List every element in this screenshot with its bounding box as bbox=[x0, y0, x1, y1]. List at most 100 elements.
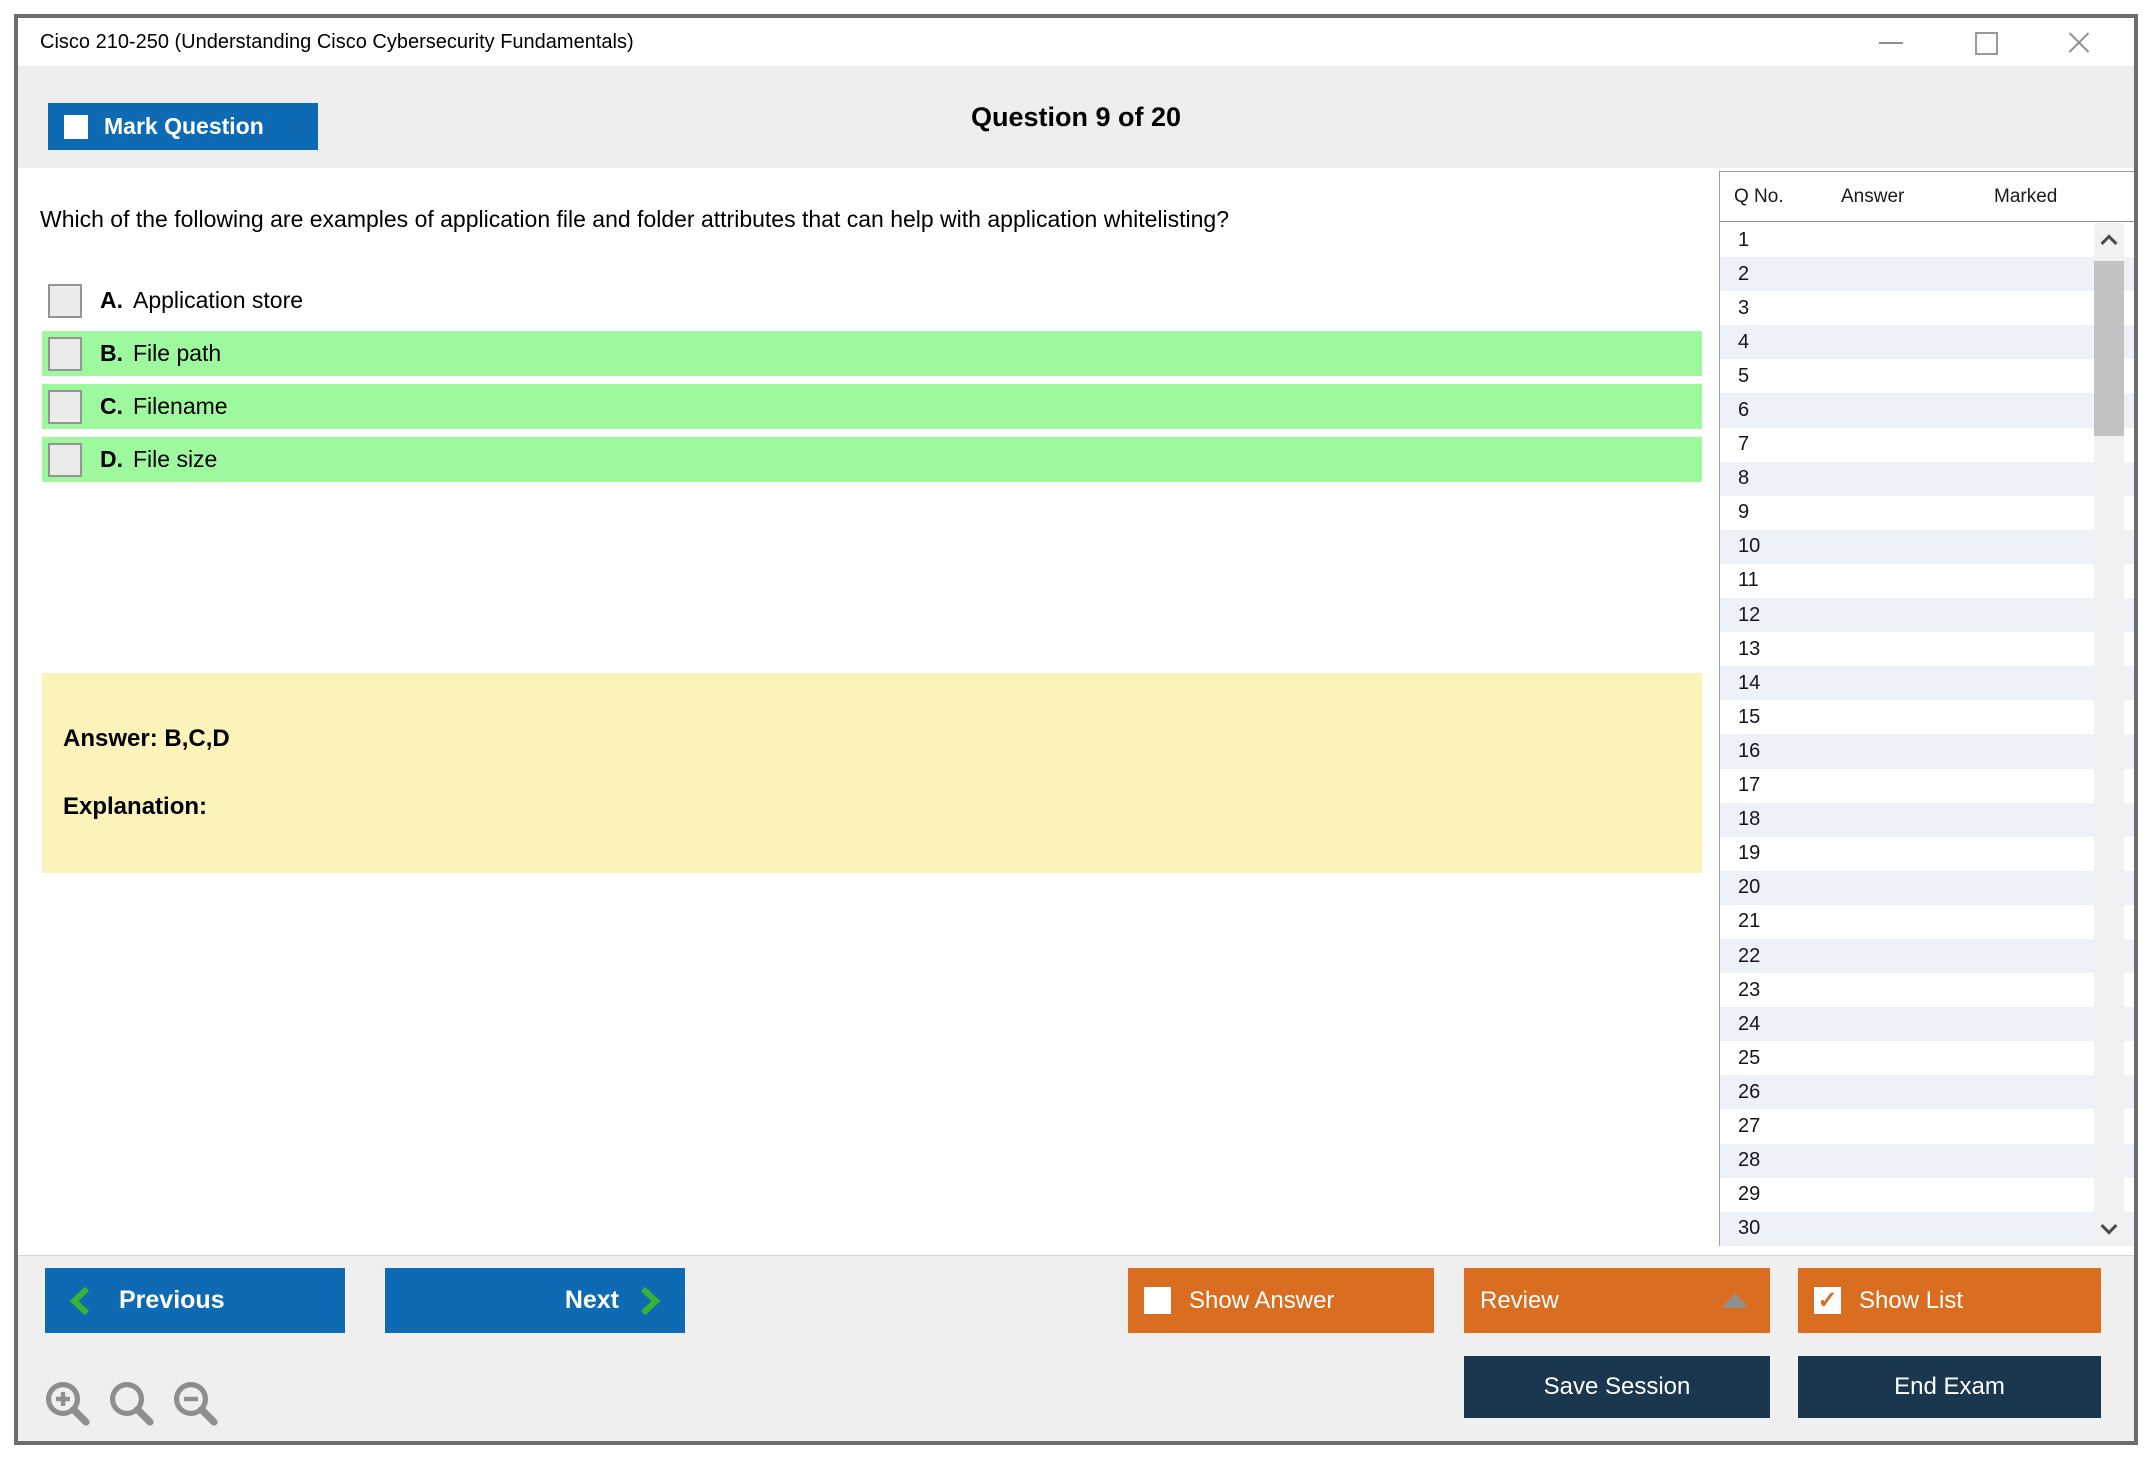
question-list-row[interactable]: 4 bbox=[1720, 325, 2134, 360]
app-window: Cisco 210-250 (Understanding Cisco Cyber… bbox=[14, 14, 2138, 1445]
show-list-label: Show List bbox=[1859, 1286, 1964, 1314]
question-list-row[interactable]: 30 bbox=[1720, 1211, 2134, 1246]
question-list-row[interactable]: 1 bbox=[1720, 223, 2134, 258]
zoom-reset-icon[interactable] bbox=[106, 1378, 158, 1430]
question-number: 18 bbox=[1738, 808, 1761, 831]
maximize-icon[interactable] bbox=[1970, 27, 2000, 57]
answer-label: Answer: B,C,D bbox=[63, 725, 230, 752]
chevron-left-icon bbox=[69, 1286, 90, 1315]
collapse-triangle-icon[interactable] bbox=[1722, 1293, 1748, 1308]
question-number: 12 bbox=[1738, 603, 1761, 626]
next-button[interactable]: Next bbox=[385, 1268, 685, 1333]
title-bar: Cisco 210-250 (Understanding Cisco Cyber… bbox=[18, 18, 2134, 66]
question-number: 10 bbox=[1738, 535, 1761, 558]
question-number: 9 bbox=[1738, 501, 1750, 524]
footer-bar: Previous Next Show Answer Review ✓ Show … bbox=[18, 1255, 2134, 1441]
scrollbar-thumb[interactable] bbox=[2094, 261, 2124, 436]
question-number: 15 bbox=[1738, 705, 1761, 728]
question-list-row[interactable]: 28 bbox=[1720, 1143, 2134, 1178]
option-text: File path bbox=[133, 340, 222, 366]
option-text: Filename bbox=[133, 393, 228, 419]
zoom-in-icon[interactable] bbox=[42, 1378, 94, 1430]
question-number: 23 bbox=[1738, 978, 1761, 1001]
end-exam-button[interactable]: End Exam bbox=[1798, 1356, 2101, 1418]
question-number: 17 bbox=[1738, 774, 1761, 797]
show-list-checkbox-icon[interactable]: ✓ bbox=[1814, 1287, 1841, 1314]
zoom-controls bbox=[42, 1378, 222, 1430]
question-number: 21 bbox=[1738, 910, 1761, 933]
question-number: 28 bbox=[1738, 1149, 1761, 1172]
question-counter: Question 9 of 20 bbox=[970, 101, 1182, 132]
question-list-row[interactable]: 11 bbox=[1720, 563, 2134, 599]
option-letter: D. bbox=[100, 446, 123, 472]
save-session-label: Save Session bbox=[1543, 1373, 1691, 1400]
scroll-up-icon[interactable] bbox=[2094, 223, 2124, 257]
question-list-row[interactable]: 15 bbox=[1720, 700, 2134, 735]
question-text: Which of the following are examples of a… bbox=[40, 206, 1230, 232]
option-row-c[interactable]: C. Filename bbox=[42, 384, 1702, 429]
zoom-out-icon[interactable] bbox=[170, 1378, 222, 1430]
window-controls bbox=[1876, 18, 2094, 66]
option-checkbox[interactable] bbox=[48, 336, 82, 371]
question-list-row[interactable]: 20 bbox=[1720, 870, 2134, 905]
question-list-row[interactable]: 2 bbox=[1720, 257, 2134, 292]
header-bar: Question 9 of 20 Mark Question bbox=[18, 66, 2134, 168]
question-number: 5 bbox=[1738, 364, 1750, 387]
mark-question-checkbox-icon[interactable] bbox=[64, 114, 88, 139]
answer-panel: Answer: B,C,D Explanation: bbox=[42, 673, 1702, 873]
option-row-d[interactable]: D. File size bbox=[42, 437, 1702, 482]
question-list-row[interactable]: 26 bbox=[1720, 1075, 2134, 1110]
show-answer-checkbox-icon[interactable] bbox=[1144, 1287, 1171, 1314]
question-list-row[interactable]: 19 bbox=[1720, 836, 2134, 871]
show-answer-label: Show Answer bbox=[1189, 1286, 1335, 1314]
option-checkbox[interactable] bbox=[48, 442, 82, 477]
save-session-button[interactable]: Save Session bbox=[1464, 1356, 1770, 1418]
option-checkbox[interactable] bbox=[48, 389, 82, 424]
question-number: 1 bbox=[1738, 228, 1750, 251]
show-answer-button[interactable]: Show Answer bbox=[1128, 1268, 1434, 1333]
question-list-row[interactable]: 16 bbox=[1720, 734, 2134, 769]
option-row-a[interactable]: A. Application store bbox=[42, 278, 1702, 323]
question-list-row[interactable]: 3 bbox=[1720, 291, 2134, 326]
explanation-label: Explanation: bbox=[63, 793, 208, 820]
question-list-row[interactable]: 10 bbox=[1720, 529, 2134, 564]
question-list-row[interactable]: 24 bbox=[1720, 1007, 2134, 1042]
option-row-b[interactable]: B. File path bbox=[42, 331, 1702, 376]
show-list-button[interactable]: ✓ Show List bbox=[1798, 1268, 2101, 1333]
question-number: 3 bbox=[1738, 296, 1750, 319]
review-button[interactable]: Review bbox=[1464, 1268, 1770, 1333]
option-checkbox[interactable] bbox=[48, 283, 82, 318]
question-list-row[interactable]: 6 bbox=[1720, 393, 2134, 428]
question-number: 19 bbox=[1738, 842, 1761, 865]
option-letter: A. bbox=[100, 287, 123, 313]
question-number: 16 bbox=[1738, 739, 1761, 762]
question-list-row[interactable]: 27 bbox=[1720, 1109, 2134, 1144]
question-number: 11 bbox=[1738, 569, 1759, 592]
question-list-row[interactable]: 21 bbox=[1720, 904, 2134, 939]
question-number: 8 bbox=[1738, 467, 1750, 490]
question-list-row[interactable]: 14 bbox=[1720, 666, 2134, 701]
question-list-row[interactable]: 17 bbox=[1720, 768, 2134, 803]
question-list-row[interactable]: 12 bbox=[1720, 598, 2134, 633]
question-list-row[interactable]: 13 bbox=[1720, 632, 2134, 667]
question-list-row[interactable]: 25 bbox=[1720, 1041, 2134, 1076]
next-label: Next bbox=[564, 1286, 619, 1314]
review-label: Review bbox=[1480, 1286, 1559, 1314]
option-text: File size bbox=[133, 446, 218, 472]
question-number: 13 bbox=[1738, 637, 1761, 660]
previous-button[interactable]: Previous bbox=[45, 1268, 345, 1333]
minimize-icon[interactable] bbox=[1876, 27, 1906, 57]
close-icon[interactable] bbox=[2064, 27, 2094, 57]
question-list-scrollbar[interactable] bbox=[2094, 223, 2124, 1246]
question-list-row[interactable]: 9 bbox=[1720, 495, 2134, 530]
question-list-row[interactable]: 7 bbox=[1720, 427, 2134, 462]
question-list-row[interactable]: 29 bbox=[1720, 1177, 2134, 1212]
question-list-row[interactable]: 22 bbox=[1720, 938, 2134, 974]
question-list-row[interactable]: 8 bbox=[1720, 461, 2134, 496]
mark-question-button[interactable]: Mark Question bbox=[48, 103, 318, 150]
question-list-row[interactable]: 18 bbox=[1720, 802, 2134, 837]
question-list-row[interactable]: 23 bbox=[1720, 973, 2134, 1008]
question-list-row[interactable]: 5 bbox=[1720, 359, 2134, 394]
options-list: A. Application store B. File path C. Filename… bbox=[42, 278, 1702, 490]
scroll-down-icon[interactable] bbox=[2094, 1212, 2124, 1246]
